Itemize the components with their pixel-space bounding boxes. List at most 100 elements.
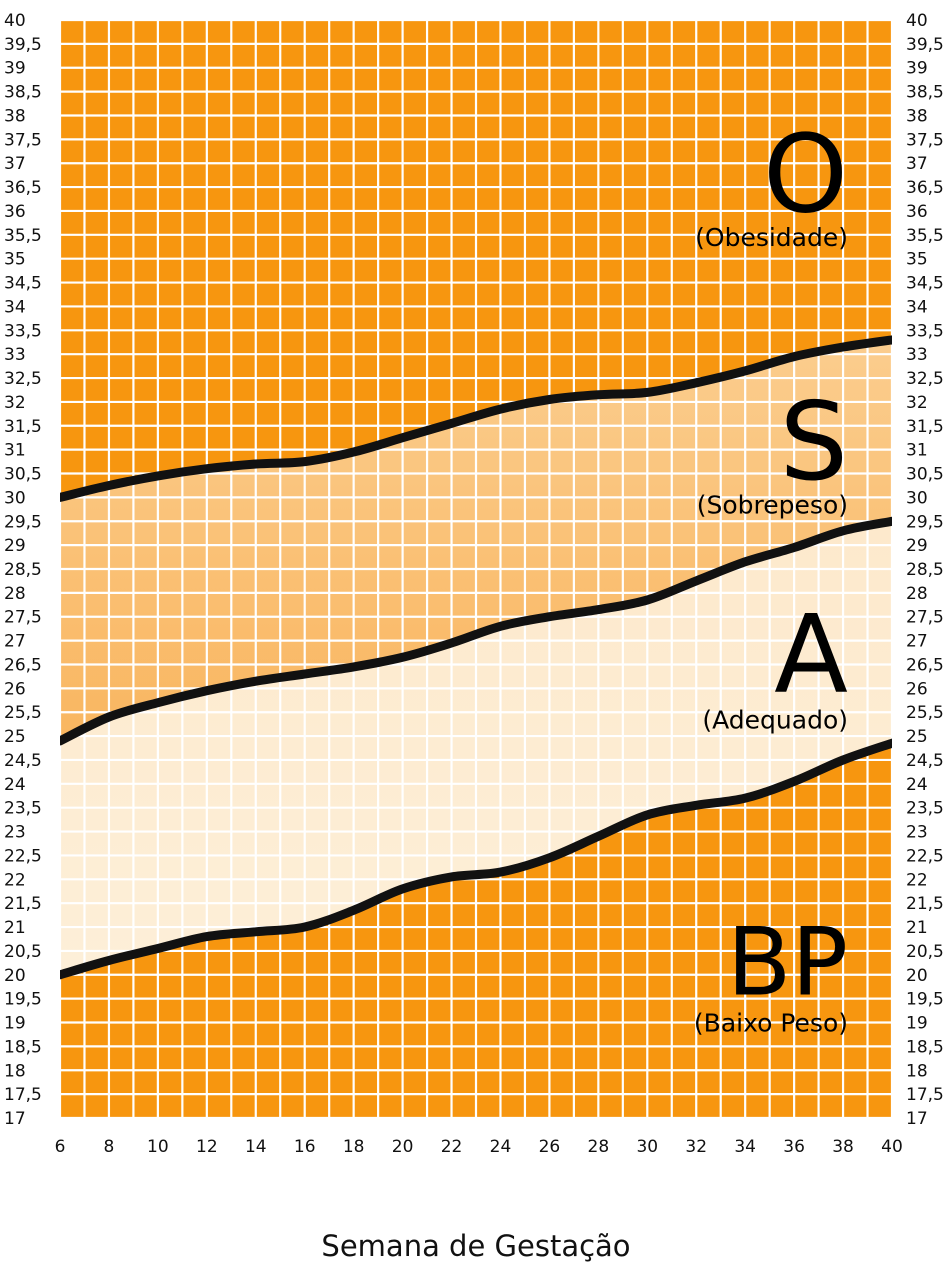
y-tick-label-right: 31,5	[906, 417, 944, 437]
y-tick-label-left: 20,5	[4, 942, 42, 962]
y-tick-label-right: 39	[906, 59, 928, 79]
y-tick-label-left: 25,5	[4, 703, 42, 723]
y-tick-label-left: 35,5	[4, 226, 42, 246]
y-tick-label-left: 37,5	[4, 130, 42, 150]
y-tick-label-right: 37	[906, 154, 928, 174]
y-tick-label-right: 30	[906, 488, 928, 508]
y-tick-label-left: 32	[4, 393, 26, 413]
x-tick-label: 40	[881, 1137, 903, 1157]
x-tick-label: 26	[539, 1137, 561, 1157]
y-tick-label-left: 24,5	[4, 751, 42, 771]
y-tick-label-left: 36	[4, 202, 26, 222]
y-tick-label-right: 23,5	[906, 799, 944, 819]
y-tick-label-right: 27,5	[906, 608, 944, 628]
x-tick-label: 10	[147, 1137, 169, 1157]
y-tick-label-left: 19,5	[4, 990, 42, 1010]
y-tick-label-right: 26,5	[906, 655, 944, 675]
x-tick-label: 8	[104, 1137, 115, 1157]
y-tick-label-left: 18,5	[4, 1037, 42, 1057]
y-tick-label-right: 35	[906, 250, 928, 270]
x-tick-label: 14	[245, 1137, 267, 1157]
y-tick-label-right: 19	[906, 1014, 928, 1034]
y-tick-label-left: 26	[4, 679, 26, 699]
y-tick-label-left: 36,5	[4, 178, 42, 198]
y-tick-label-right: 38,5	[906, 83, 944, 103]
y-tick-label-right: 19,5	[906, 990, 944, 1010]
zone-name: (Baixo Peso)	[694, 1009, 848, 1038]
curve-obesidade	[60, 335, 892, 502]
x-tick-label: 30	[636, 1137, 658, 1157]
y-tick-label-right: 22,5	[906, 846, 944, 866]
y-axis-right: 17 17,5 18 18,5 19 19,5 20 20,5 21 21,5 22 22,5 23 23…	[906, 11, 944, 1129]
zone-labels: O(Obesidade) S(Sobrepeso) A(Adequado) BP(Ba…	[694, 113, 848, 1038]
zone-name: (Obesidade)	[695, 223, 848, 252]
y-tick-label-right: 39,5	[906, 35, 944, 55]
x-tick-label: 6	[55, 1137, 66, 1157]
y-tick-label-right: 37,5	[906, 130, 944, 150]
y-tick-label-left: 38,5	[4, 83, 42, 103]
y-tick-label-left: 32,5	[4, 369, 42, 389]
y-tick-label-left: 39	[4, 59, 26, 79]
x-tick-label: 20	[392, 1137, 414, 1157]
y-tick-label-left: 29	[4, 536, 26, 556]
zone-name: (Adequado)	[702, 705, 848, 734]
y-tick-label-right: 33,5	[906, 321, 944, 341]
y-tick-label-left: 33,5	[4, 321, 42, 341]
y-tick-label-left: 34,5	[4, 274, 42, 294]
curve-adequado	[60, 738, 892, 980]
y-tick-label-right: 36,5	[906, 178, 944, 198]
y-tick-label-left: 34	[4, 297, 26, 317]
x-tick-label: 38	[832, 1137, 854, 1157]
x-axis: 6 8 10 12 14 16 18 20 22 24 26 28 30 32 34 36 38 40	[55, 1137, 903, 1157]
y-tick-label-left: 23,5	[4, 799, 42, 819]
y-tick-label-left: 27,5	[4, 608, 42, 628]
y-tick-label-right: 20	[906, 966, 928, 986]
y-tick-label-right: 35,5	[906, 226, 944, 246]
y-tick-label-right: 31	[906, 441, 928, 461]
y-tick-label-right: 36	[906, 202, 928, 222]
y-tick-label-left: 21,5	[4, 894, 42, 914]
y-tick-label-right: 40	[906, 11, 928, 31]
zone-letter: S	[779, 380, 848, 505]
y-tick-label-left: 26,5	[4, 655, 42, 675]
y-axis-left: 17 17,5 18 18,5 19 19,5 20 20,5 21 21,5 22 22,5 23 23…	[4, 11, 42, 1129]
zone-letter: O	[763, 113, 848, 238]
y-tick-label-right: 29,5	[906, 512, 944, 532]
x-tick-label: 22	[441, 1137, 463, 1157]
y-tick-label-right: 23	[906, 823, 928, 843]
x-tick-label: 36	[783, 1137, 805, 1157]
zone-letter: A	[774, 592, 848, 717]
y-tick-label-left: 19	[4, 1014, 26, 1034]
y-tick-label-left: 37	[4, 154, 26, 174]
x-tick-label: 28	[588, 1137, 610, 1157]
y-tick-label-right: 28,5	[906, 560, 944, 580]
y-tick-label-right: 24,5	[906, 751, 944, 771]
y-tick-label-left: 22,5	[4, 846, 42, 866]
y-tick-label-right: 32	[906, 393, 928, 413]
x-tick-label: 16	[294, 1137, 316, 1157]
y-tick-label-left: 24	[4, 775, 26, 795]
y-tick-label-left: 21	[4, 918, 26, 938]
y-tick-label-right: 29	[906, 536, 928, 556]
y-tick-label-right: 21,5	[906, 894, 944, 914]
y-tick-label-right: 33	[906, 345, 928, 365]
y-tick-label-left: 28	[4, 584, 26, 604]
y-tick-label-left: 20	[4, 966, 26, 986]
y-tick-label-right: 30,5	[906, 465, 944, 485]
y-tick-label-right: 17,5	[906, 1085, 944, 1105]
y-tick-label-right: 21	[906, 918, 928, 938]
x-tick-label: 12	[196, 1137, 218, 1157]
y-tick-label-right: 25,5	[906, 703, 944, 723]
y-tick-label-left: 33	[4, 345, 26, 365]
y-tick-label-left: 29,5	[4, 512, 42, 532]
y-tick-label-right: 17	[906, 1109, 928, 1129]
y-tick-label-left: 38	[4, 106, 26, 126]
y-tick-label-left: 30	[4, 488, 26, 508]
y-tick-label-left: 35	[4, 250, 26, 270]
y-tick-label-left: 40	[4, 11, 26, 31]
zone-name: (Sobrepeso)	[697, 491, 848, 520]
y-tick-label-left: 39,5	[4, 35, 42, 55]
y-tick-label-left: 30,5	[4, 465, 42, 485]
y-tick-label-right: 38	[906, 106, 928, 126]
